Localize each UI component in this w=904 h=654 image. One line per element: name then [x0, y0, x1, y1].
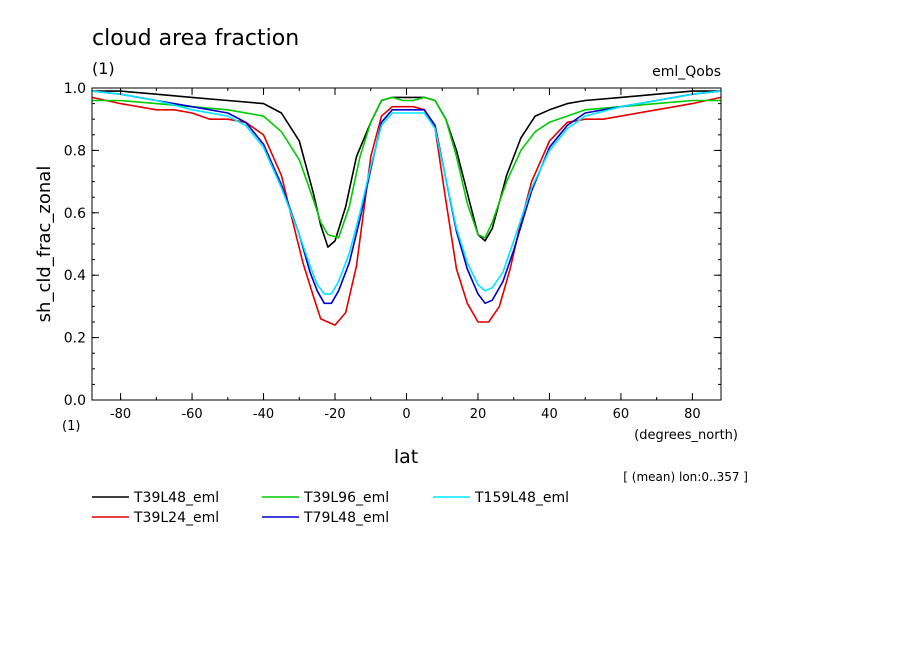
x-tick-label: -60 [181, 407, 202, 422]
y-tick-label: 0.2 [64, 331, 86, 347]
legend-label-T159L48_eml: T159L48_eml [474, 490, 569, 506]
legend: T39L48_eml T39L24_eml T39L96_eml T79L48_eml… [92, 490, 569, 526]
x-tick-label: 20 [470, 407, 487, 422]
chart-title: cloud area fraction [92, 26, 299, 51]
y-tick-label: 0.8 [64, 143, 86, 159]
y-tick-label: 0.4 [64, 268, 86, 284]
series-line-T39L96_eml [92, 96, 721, 239]
y-tick-label: 1.0 [64, 81, 86, 97]
legend-label-T39L96_eml: T39L96_eml [303, 490, 389, 506]
x-tick-label: 0 [402, 407, 410, 422]
x-tick-label: -20 [324, 407, 345, 422]
x-axis-units: (degrees_north) [634, 428, 738, 443]
y-axis-label: sh_cld_frac_zonal [34, 166, 55, 323]
y-axis: 0.0 0.2 0.4 0.6 0.8 1.0 [64, 81, 721, 409]
series-line-T159L48_eml [91, 90, 722, 295]
series-line-T39L48_eml [92, 90, 721, 248]
x-tick-label: -80 [110, 407, 131, 422]
legend-label-T39L24_eml: T39L24_eml [133, 510, 219, 526]
x-tick-label: 80 [684, 407, 701, 422]
legend-label-T39L48_eml: T39L48_eml [133, 490, 219, 506]
x-axis: -80 -60 -40 -20 0 20 40 60 80 [110, 88, 701, 422]
legend-label-T79L48_eml: T79L48_eml [303, 510, 389, 526]
y-axis-units: (1) [62, 419, 80, 434]
series-line-T79L48_eml [91, 90, 722, 305]
plot-series [91, 90, 722, 326]
x-tick-label: 60 [613, 407, 630, 422]
x-axis-label: lat [394, 446, 418, 468]
experiment-label: eml_Qobs [652, 64, 721, 80]
series-line-T39L24_eml [91, 96, 722, 326]
x-tick-label: -40 [253, 407, 274, 422]
averaging-note: [ (mean) lon:0..357 ] [623, 470, 748, 484]
y-tick-label: 0.0 [64, 393, 86, 409]
title-units: (1) [92, 59, 115, 78]
plot-frame [91, 87, 722, 401]
x-tick-label: 40 [541, 407, 558, 422]
y-tick-label: 0.6 [64, 206, 86, 222]
